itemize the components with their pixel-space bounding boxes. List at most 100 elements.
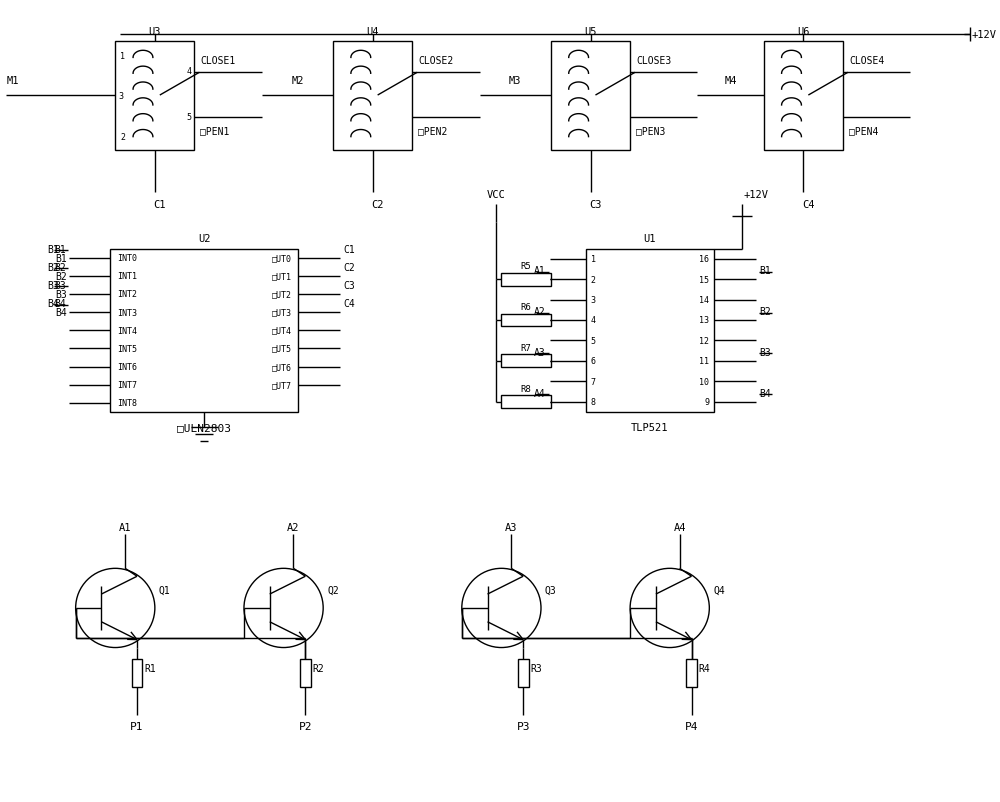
Text: +12V: +12V	[972, 30, 997, 39]
Text: Q1: Q1	[159, 585, 171, 595]
Text: A3: A3	[534, 347, 546, 358]
Text: 3: 3	[591, 296, 596, 305]
Text: B2: B2	[55, 271, 67, 282]
Text: +12V: +12V	[744, 190, 769, 200]
Text: INT4: INT4	[117, 326, 137, 335]
Text: C4: C4	[343, 298, 355, 309]
Text: B3: B3	[47, 281, 59, 290]
Text: 5: 5	[591, 337, 596, 346]
Text: U5: U5	[584, 26, 597, 37]
Text: U2: U2	[198, 233, 211, 243]
Text: A2: A2	[287, 522, 300, 532]
Text: R2: R2	[312, 663, 324, 674]
Bar	[132, 659, 142, 687]
Text: Q4: Q4	[713, 585, 725, 595]
Text: 5: 5	[186, 113, 191, 122]
Text: □UT6: □UT6	[271, 363, 291, 371]
Bar	[764, 42, 843, 150]
Text: C3: C3	[343, 281, 355, 290]
Text: C1: C1	[154, 200, 166, 210]
Text: Q2: Q2	[327, 585, 339, 595]
Text: A3: A3	[505, 522, 518, 532]
Text: B4: B4	[759, 388, 771, 399]
Bar	[115, 42, 194, 150]
Text: INT6: INT6	[117, 363, 137, 371]
Text: B3: B3	[54, 281, 66, 290]
Text: C3: C3	[589, 200, 602, 210]
Text: □UT3: □UT3	[271, 308, 291, 317]
Text: B1: B1	[47, 245, 59, 254]
Text: B1: B1	[55, 253, 67, 263]
Text: B3: B3	[759, 347, 771, 358]
Text: CLOSE2: CLOSE2	[418, 56, 453, 67]
Text: B1: B1	[759, 265, 771, 276]
Bar	[501, 355, 551, 368]
Text: M3: M3	[509, 76, 522, 86]
Text: A4: A4	[673, 522, 686, 532]
Text: INT7: INT7	[117, 381, 137, 390]
Text: 11: 11	[699, 357, 709, 366]
Text: □UT0: □UT0	[271, 253, 291, 263]
Text: 6: 6	[591, 357, 596, 366]
Text: 3: 3	[118, 91, 123, 100]
Text: U3: U3	[149, 26, 161, 37]
Text: U6: U6	[797, 26, 810, 37]
Text: M4: M4	[724, 76, 737, 86]
Bar	[551, 42, 630, 150]
Text: INT5: INT5	[117, 344, 137, 354]
Text: INT2: INT2	[117, 290, 137, 299]
Text: 10: 10	[699, 377, 709, 387]
Text: B3: B3	[55, 290, 67, 299]
Text: 13: 13	[699, 316, 709, 325]
Text: TLP521: TLP521	[631, 423, 669, 432]
Text: U1: U1	[644, 233, 656, 243]
Text: 7: 7	[591, 377, 596, 387]
Text: U4: U4	[366, 26, 379, 37]
Text: B1: B1	[54, 245, 66, 254]
Text: INT3: INT3	[117, 308, 137, 317]
Text: INT8: INT8	[117, 399, 137, 407]
Text: C2: C2	[371, 200, 384, 210]
Text: 16: 16	[699, 255, 709, 264]
Text: □PEN2: □PEN2	[418, 127, 448, 136]
Bar	[300, 659, 311, 687]
Text: R8: R8	[521, 384, 532, 393]
Bar	[586, 249, 714, 412]
Text: CLOSE3: CLOSE3	[636, 56, 671, 67]
Text: CLOSE4: CLOSE4	[849, 56, 884, 67]
Text: 1: 1	[591, 255, 596, 264]
Text: C1: C1	[343, 245, 355, 254]
Text: A2: A2	[534, 306, 546, 317]
Text: C4: C4	[802, 200, 815, 210]
Text: P3: P3	[516, 721, 530, 731]
Text: CLOSE1: CLOSE1	[200, 56, 236, 67]
Text: 2: 2	[120, 133, 125, 142]
Bar	[110, 249, 298, 412]
Text: 8: 8	[591, 398, 596, 407]
Text: □UT7: □UT7	[271, 381, 291, 390]
Text: 4: 4	[591, 316, 596, 325]
Text: B4: B4	[55, 308, 67, 318]
Text: □UT2: □UT2	[271, 290, 291, 299]
Text: □UT5: □UT5	[271, 344, 291, 354]
Text: Q3: Q3	[545, 585, 557, 595]
Text: R5: R5	[521, 262, 532, 271]
Text: P4: P4	[685, 721, 698, 731]
Text: VCC: VCC	[487, 190, 506, 200]
Text: B2: B2	[54, 262, 66, 273]
Text: M2: M2	[291, 76, 304, 86]
Text: A1: A1	[534, 265, 546, 276]
Text: A1: A1	[119, 522, 131, 532]
Text: A4: A4	[534, 388, 546, 399]
Text: □UT4: □UT4	[271, 326, 291, 335]
Text: 1: 1	[120, 52, 125, 61]
Text: 2: 2	[591, 275, 596, 284]
Text: 9: 9	[704, 398, 709, 407]
Text: R1: R1	[144, 663, 156, 674]
Text: 14: 14	[699, 296, 709, 305]
Text: □PEN3: □PEN3	[636, 127, 665, 136]
Text: P2: P2	[299, 721, 312, 731]
Text: □UT1: □UT1	[271, 272, 291, 281]
Bar	[501, 314, 551, 327]
Bar	[501, 395, 551, 408]
